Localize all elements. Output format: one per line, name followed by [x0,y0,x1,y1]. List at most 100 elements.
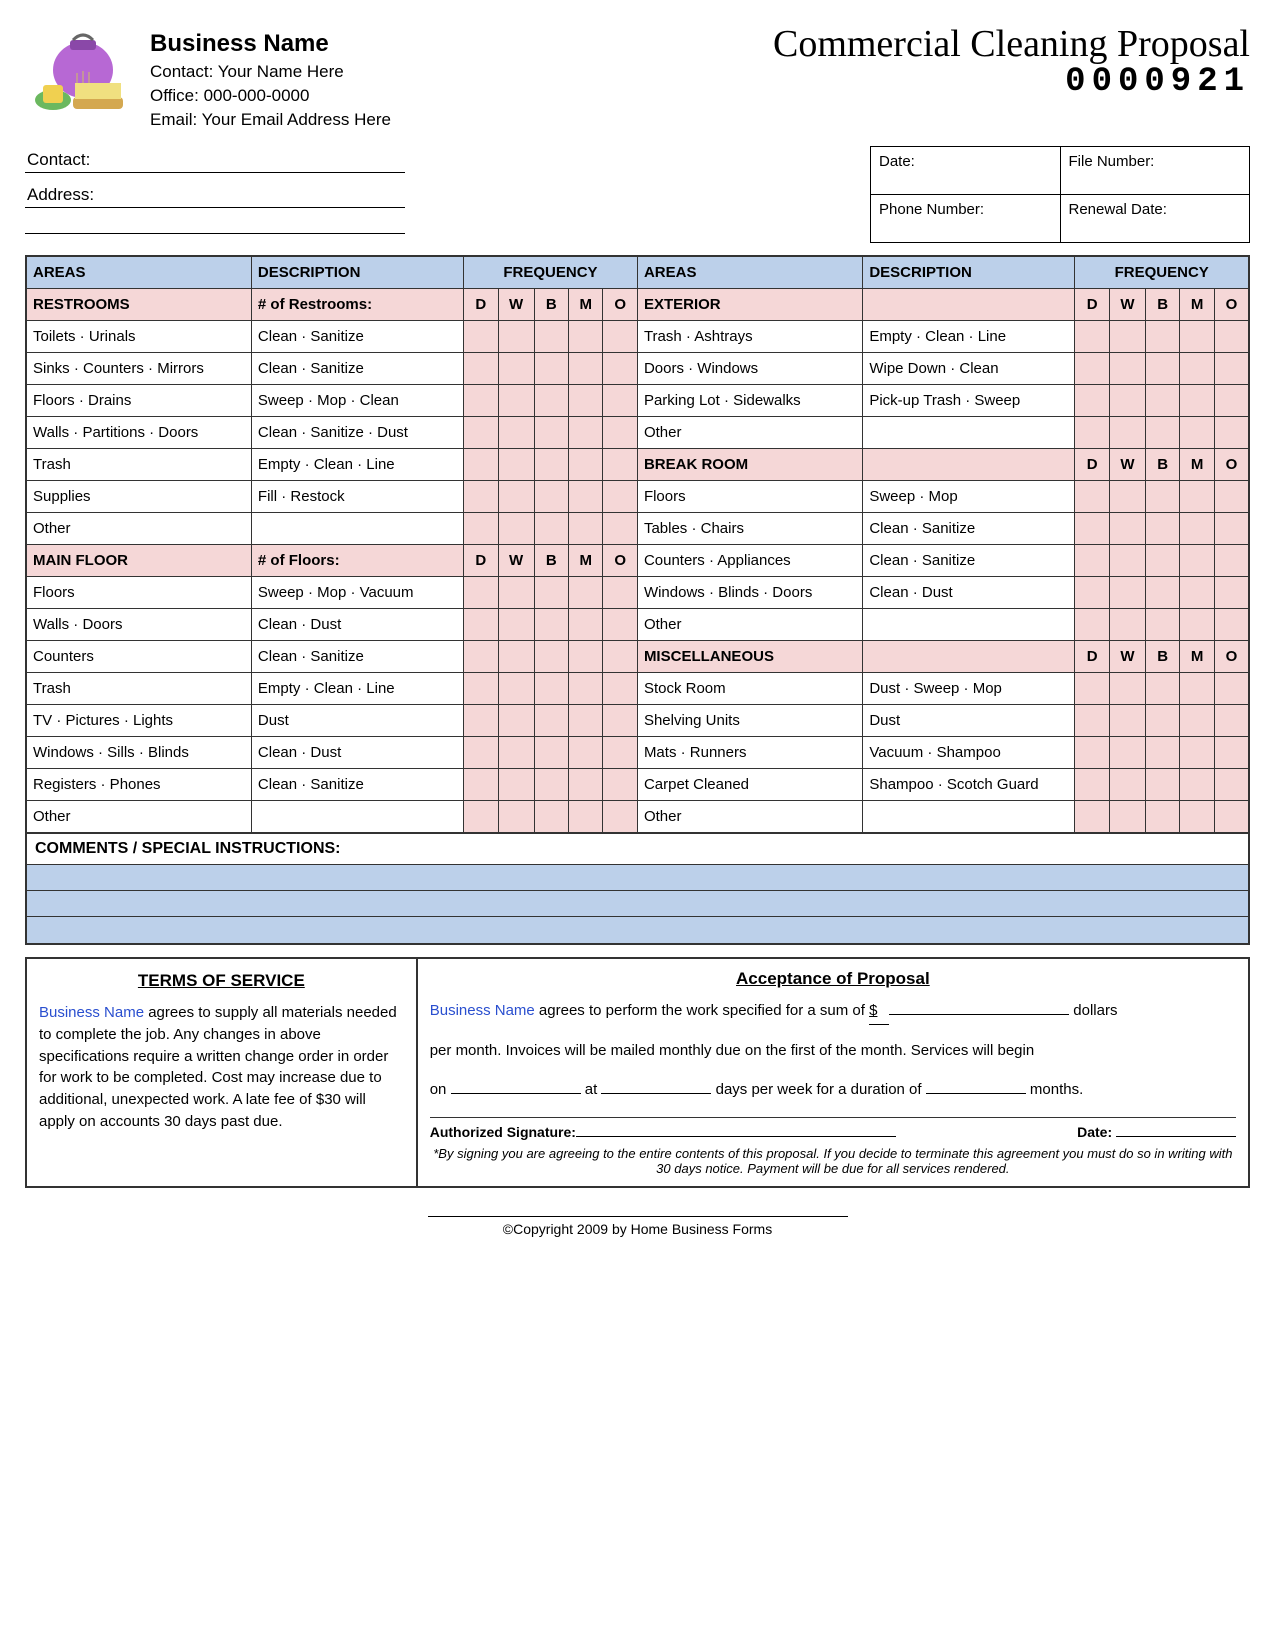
freq-checkbox[interactable] [1075,705,1109,737]
freq-checkbox[interactable] [498,769,534,801]
freq-checkbox[interactable] [1180,737,1214,769]
freq-checkbox[interactable] [534,449,568,481]
freq-checkbox[interactable] [1075,321,1109,353]
freq-checkbox[interactable] [1214,545,1249,577]
freq-checkbox[interactable] [534,417,568,449]
freq-checkbox[interactable] [1145,673,1179,705]
freq-checkbox[interactable] [1180,321,1214,353]
freq-checkbox[interactable] [1145,417,1179,449]
freq-checkbox[interactable] [534,513,568,545]
freq-checkbox[interactable] [1109,737,1145,769]
freq-checkbox[interactable] [498,641,534,673]
freq-checkbox[interactable] [1145,769,1179,801]
freq-checkbox[interactable] [464,481,498,513]
freq-checkbox[interactable] [534,673,568,705]
freq-checkbox[interactable] [1075,545,1109,577]
freq-checkbox[interactable] [1180,481,1214,513]
freq-checkbox[interactable] [498,577,534,609]
freq-checkbox[interactable] [603,321,637,353]
freq-checkbox[interactable] [464,609,498,641]
freq-checkbox[interactable] [1180,545,1214,577]
freq-checkbox[interactable] [498,801,534,834]
freq-checkbox[interactable] [1145,737,1179,769]
freq-checkbox[interactable] [1214,321,1249,353]
freq-checkbox[interactable] [1075,353,1109,385]
client-address-field[interactable]: Address: [25,181,405,208]
freq-checkbox[interactable] [498,737,534,769]
freq-checkbox[interactable] [1109,321,1145,353]
freq-checkbox[interactable] [1109,481,1145,513]
freq-checkbox[interactable] [1214,513,1249,545]
freq-checkbox[interactable] [603,705,637,737]
freq-checkbox[interactable] [1075,577,1109,609]
freq-checkbox[interactable] [498,417,534,449]
freq-checkbox[interactable] [1214,481,1249,513]
days-field[interactable] [601,1093,711,1094]
freq-checkbox[interactable] [464,577,498,609]
freq-checkbox[interactable] [1145,609,1179,641]
signature-field[interactable] [576,1136,896,1137]
freq-checkbox[interactable] [569,801,603,834]
freq-checkbox[interactable] [1109,801,1145,834]
freq-checkbox[interactable] [1145,545,1179,577]
freq-checkbox[interactable] [464,673,498,705]
freq-checkbox[interactable] [1109,577,1145,609]
date-cell[interactable]: Date: [871,147,1061,194]
freq-checkbox[interactable] [498,385,534,417]
renewal-cell[interactable]: Renewal Date: [1061,195,1250,242]
freq-checkbox[interactable] [603,769,637,801]
phone-cell[interactable]: Phone Number: [871,195,1061,242]
freq-checkbox[interactable] [1075,769,1109,801]
freq-checkbox[interactable] [498,481,534,513]
freq-checkbox[interactable] [1109,513,1145,545]
freq-checkbox[interactable] [1180,609,1214,641]
freq-checkbox[interactable] [603,641,637,673]
freq-checkbox[interactable] [534,801,568,834]
freq-checkbox[interactable] [569,513,603,545]
freq-checkbox[interactable] [603,449,637,481]
freq-checkbox[interactable] [1075,609,1109,641]
freq-checkbox[interactable] [569,641,603,673]
freq-checkbox[interactable] [569,353,603,385]
freq-checkbox[interactable] [534,609,568,641]
start-date-field[interactable] [451,1093,581,1094]
freq-checkbox[interactable] [603,673,637,705]
freq-checkbox[interactable] [1214,385,1249,417]
freq-checkbox[interactable] [464,353,498,385]
freq-checkbox[interactable] [534,577,568,609]
freq-checkbox[interactable] [1109,417,1145,449]
freq-checkbox[interactable] [1075,385,1109,417]
freq-checkbox[interactable] [603,385,637,417]
freq-checkbox[interactable] [569,577,603,609]
freq-checkbox[interactable] [464,641,498,673]
freq-checkbox[interactable] [498,673,534,705]
freq-checkbox[interactable] [1180,513,1214,545]
freq-checkbox[interactable] [1109,769,1145,801]
freq-checkbox[interactable] [534,737,568,769]
freq-checkbox[interactable] [1145,577,1179,609]
freq-checkbox[interactable] [1180,801,1214,834]
freq-checkbox[interactable] [603,353,637,385]
freq-checkbox[interactable] [1145,385,1179,417]
freq-checkbox[interactable] [1109,385,1145,417]
freq-checkbox[interactable] [464,385,498,417]
file-number-cell[interactable]: File Number: [1061,147,1250,194]
freq-checkbox[interactable] [1180,385,1214,417]
freq-checkbox[interactable] [1109,609,1145,641]
freq-checkbox[interactable] [569,737,603,769]
freq-checkbox[interactable] [1145,801,1179,834]
freq-checkbox[interactable] [534,353,568,385]
freq-checkbox[interactable] [1109,545,1145,577]
freq-checkbox[interactable] [603,737,637,769]
freq-checkbox[interactable] [1214,577,1249,609]
comments-line[interactable] [27,865,1248,891]
freq-checkbox[interactable] [1180,577,1214,609]
freq-checkbox[interactable] [464,513,498,545]
freq-checkbox[interactable] [569,769,603,801]
freq-checkbox[interactable] [1075,801,1109,834]
freq-checkbox[interactable] [534,705,568,737]
freq-checkbox[interactable] [1109,705,1145,737]
freq-checkbox[interactable] [534,321,568,353]
freq-checkbox[interactable] [603,481,637,513]
freq-checkbox[interactable] [1214,705,1249,737]
